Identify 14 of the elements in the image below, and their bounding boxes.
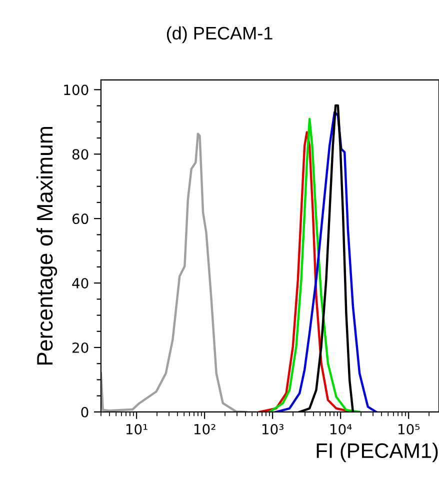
y-tick-label: 80: [72, 149, 88, 160]
y-tick-label: 20: [72, 342, 88, 353]
y-tick-label: 60: [72, 214, 88, 224]
x-tick-label: 10¹: [126, 424, 148, 434]
x-tick-label: 10³: [262, 424, 284, 434]
y-tick-label: 40: [72, 278, 88, 289]
y-axis-title: Percentage of Maximum: [36, 127, 58, 365]
chart-title: (d) PECAM-1: [166, 26, 272, 44]
x-tick-label: 10⁴: [330, 424, 352, 434]
y-tick-label: 0: [81, 406, 88, 418]
y-tick-label: 100: [64, 84, 88, 96]
x-axis-title: FI (PECAM1): [316, 442, 438, 462]
x-tick-label: 10⁵: [398, 424, 420, 434]
x-tick-label: 10²: [194, 424, 216, 434]
